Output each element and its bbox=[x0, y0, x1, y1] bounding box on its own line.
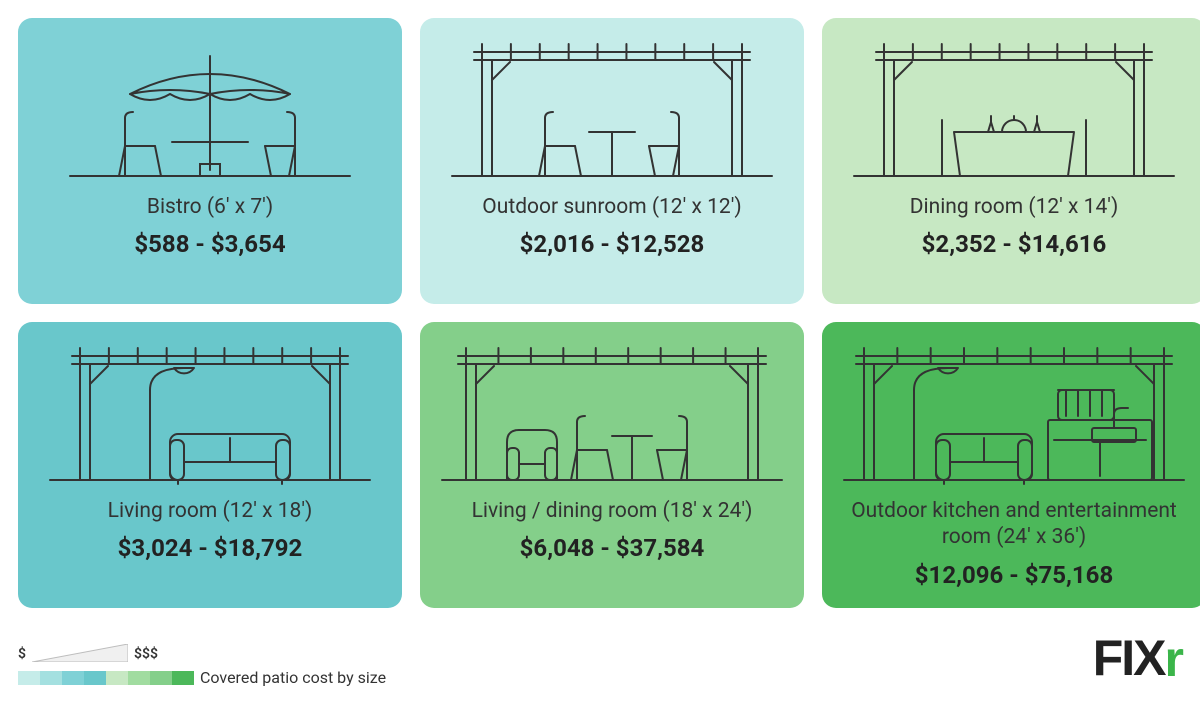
card-grid: Bistro (6' x 7') $588 - $3,654 Outdoor sun… bbox=[18, 18, 1182, 608]
scale-wedge-icon bbox=[32, 644, 128, 662]
card-label: Living room (12' x 18') bbox=[108, 498, 313, 524]
footer: $ $$$ Covered patio cost by size FIXr bbox=[18, 629, 1182, 687]
legend-scale: $ $$$ bbox=[18, 644, 386, 662]
cost-card: Outdoor sunroom (12' x 12') $2,016 - $12,… bbox=[420, 18, 804, 304]
logo-accent: r bbox=[1165, 630, 1182, 688]
legend-swatch bbox=[62, 671, 84, 685]
card-price: $12,096 - $75,168 bbox=[915, 561, 1113, 589]
card-price: $2,016 - $12,528 bbox=[520, 230, 705, 258]
card-label: Dining room (12' x 14') bbox=[910, 194, 1119, 220]
livingdining-illustration bbox=[432, 330, 792, 490]
cost-card: Dining room (12' x 14') $2,352 - $14,616 bbox=[822, 18, 1200, 304]
legend-swatch bbox=[106, 671, 128, 685]
legend-swatch bbox=[40, 671, 62, 685]
card-label: Bistro (6' x 7') bbox=[147, 194, 273, 220]
dining-illustration bbox=[834, 26, 1194, 186]
sunroom-illustration bbox=[432, 26, 792, 186]
cost-card: Living room (12' x 18') $3,024 - $18,792 bbox=[18, 322, 402, 608]
legend-swatch bbox=[18, 671, 40, 685]
legend-swatches bbox=[18, 671, 194, 685]
legend-swatch bbox=[150, 671, 172, 685]
kitchen-illustration bbox=[834, 330, 1194, 490]
card-label: Living / dining room (18' x 24') bbox=[472, 498, 753, 524]
legend-swatch bbox=[172, 671, 194, 685]
scale-high: $$$ bbox=[134, 646, 158, 662]
cost-card: Bistro (6' x 7') $588 - $3,654 bbox=[18, 18, 402, 304]
logo: FIXr bbox=[1093, 629, 1182, 687]
card-price: $2,352 - $14,616 bbox=[922, 230, 1107, 258]
legend-swatch bbox=[128, 671, 150, 685]
cost-card: Outdoor kitchen and entertainment room (… bbox=[822, 322, 1200, 608]
logo-text: FIX bbox=[1093, 630, 1165, 686]
legend-swatches-row: Covered patio cost by size bbox=[18, 668, 386, 687]
legend-swatch bbox=[84, 671, 106, 685]
cost-card: Living / dining room (18' x 24') $6,048 -… bbox=[420, 322, 804, 608]
card-price: $6,048 - $37,584 bbox=[520, 534, 705, 562]
bistro-illustration bbox=[30, 26, 390, 186]
scale-low: $ bbox=[18, 646, 26, 662]
living-illustration bbox=[30, 330, 390, 490]
card-label: Outdoor sunroom (12' x 12') bbox=[482, 194, 741, 220]
card-price: $3,024 - $18,792 bbox=[118, 534, 303, 562]
card-label: Outdoor kitchen and entertainment room (… bbox=[834, 498, 1194, 551]
legend-caption: Covered patio cost by size bbox=[200, 668, 386, 687]
card-price: $588 - $3,654 bbox=[134, 230, 285, 258]
legend: $ $$$ Covered patio cost by size bbox=[18, 644, 386, 687]
